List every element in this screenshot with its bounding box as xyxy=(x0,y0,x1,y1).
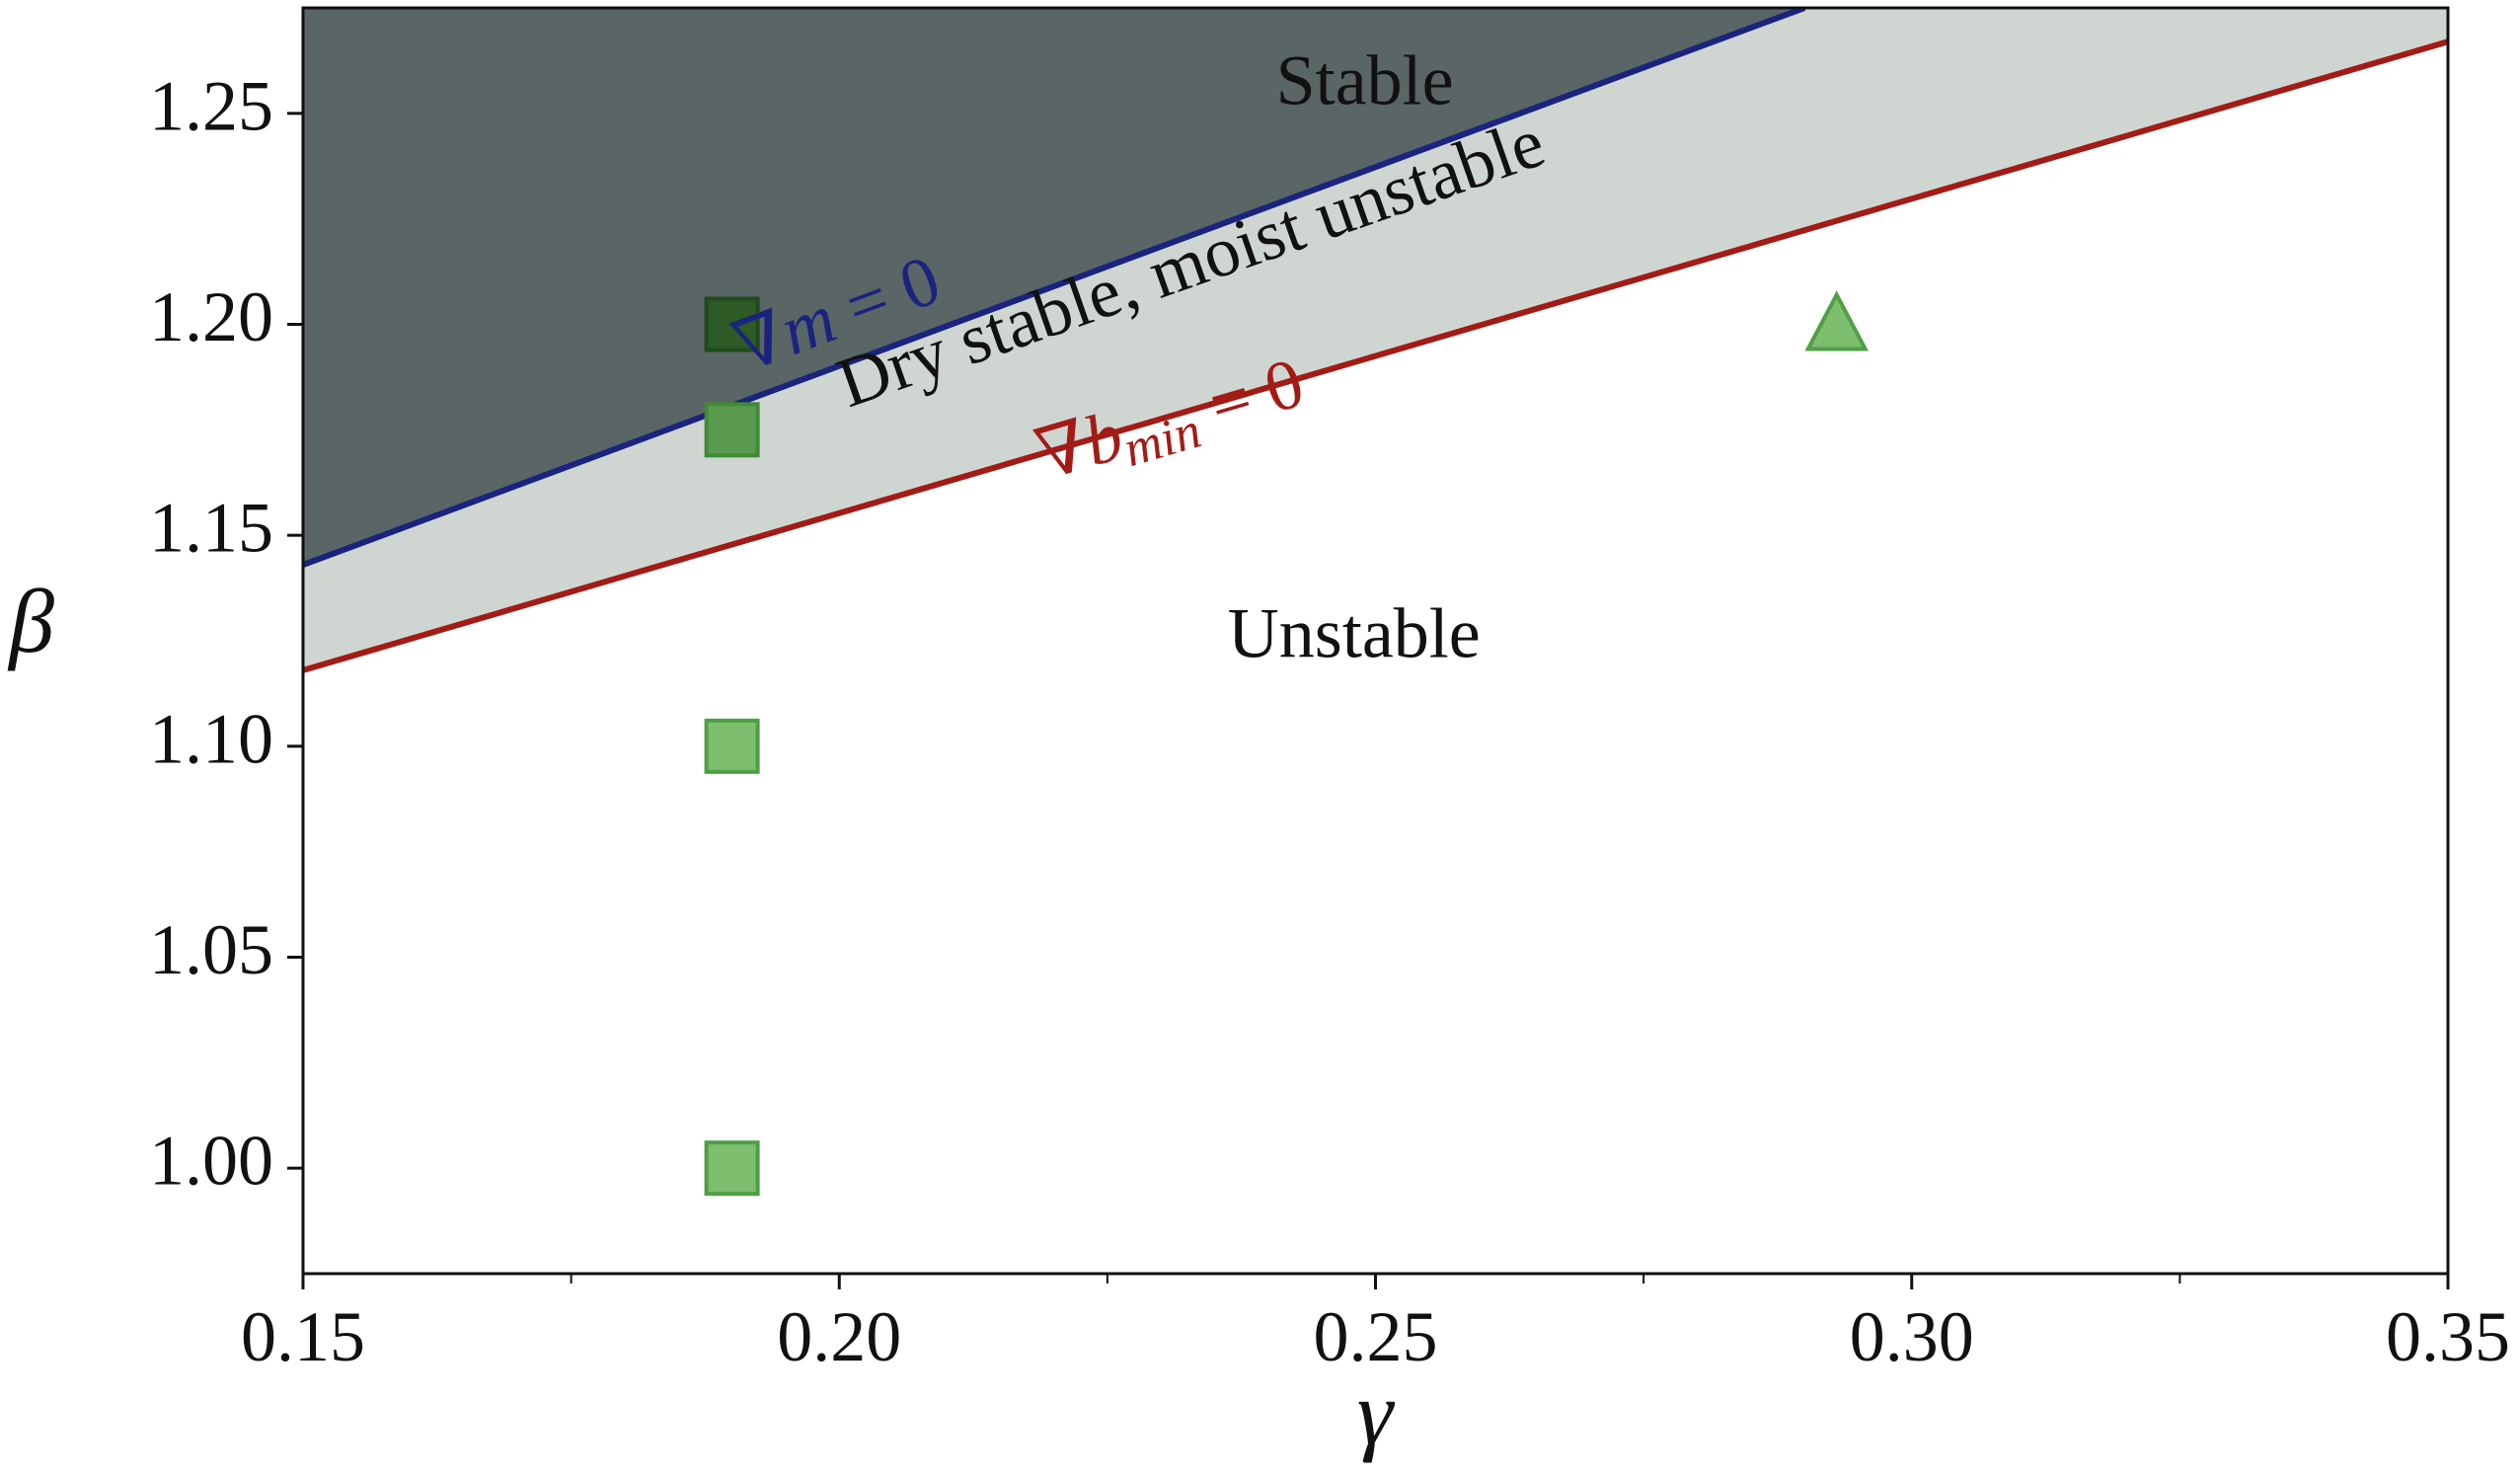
region-dry-stable-moist-unstable xyxy=(303,8,2448,670)
point-square xyxy=(704,402,760,458)
point-square xyxy=(704,718,760,774)
y-tick-label: 1.25 xyxy=(149,66,273,145)
point-triangle xyxy=(1804,290,1870,351)
x-axis-ticks: 0.15 0.20 0.25 0.30 0.35 xyxy=(241,1274,2510,1376)
point-square xyxy=(704,1140,760,1197)
y-tick-label: 1.20 xyxy=(149,277,273,356)
region-label: Stable xyxy=(1276,41,1454,120)
x-tick-label: 0.20 xyxy=(777,1297,901,1376)
curve-grad-b-min xyxy=(303,39,2448,673)
x-axis-label: γ xyxy=(1357,1363,1396,1463)
point-square xyxy=(704,296,760,352)
y-tick-label: 1.10 xyxy=(149,699,273,778)
y-axis-label: β xyxy=(7,571,54,671)
y-tick-label: 1.00 xyxy=(149,1122,273,1201)
x-tick-label: 0.15 xyxy=(241,1297,365,1376)
y-tick-label: 1.05 xyxy=(149,910,273,989)
y-tick-label: 1.15 xyxy=(149,489,273,568)
x-tick-label: 0.30 xyxy=(1850,1297,1974,1376)
data-points xyxy=(704,290,1870,1197)
x-tick-label: 0.35 xyxy=(2386,1297,2510,1376)
region-label: Unstable xyxy=(1228,594,1481,673)
curves xyxy=(303,8,2448,673)
x-tick-label: 0.25 xyxy=(1314,1297,1438,1376)
curve-grad-m xyxy=(303,8,1806,568)
y-axis-ticks: 1.00 1.05 1.10 1.15 1.20 1.25 xyxy=(149,66,303,1201)
